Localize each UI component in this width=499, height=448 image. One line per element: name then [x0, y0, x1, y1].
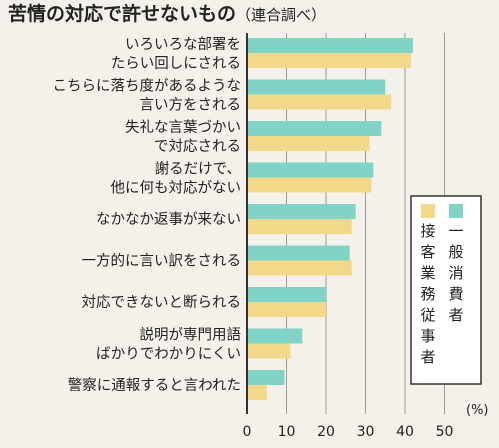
bar-worker — [247, 343, 291, 359]
bar-worker — [247, 136, 370, 151]
title-main: 苦情の対応で許せないもの — [8, 3, 237, 25]
category-label: いろいろな部署を — [125, 36, 241, 53]
bar-worker — [247, 385, 267, 400]
category-label: 対応できないと断られる — [82, 294, 242, 311]
category-label: で対応される — [154, 138, 241, 155]
legend-swatch-worker — [421, 204, 435, 218]
category-label: こちらに落ち度があるような — [53, 78, 242, 95]
bar-consumer — [247, 162, 374, 178]
bars — [247, 38, 413, 400]
tick-label: 50 — [436, 424, 454, 440]
category-labels: いろいろな部署をたらい回しにされるこちらに落ち度があるような言い方をされる失礼な… — [53, 36, 242, 394]
category-label: ばかりでわかりにくい — [96, 346, 241, 363]
category-label: 失礼な言葉づかい — [125, 119, 241, 136]
category-label: 他に何も対応がない — [111, 180, 242, 197]
tick-label: 40 — [396, 424, 414, 440]
bar-worker — [247, 219, 352, 234]
bar-consumer — [247, 245, 350, 261]
bar-consumer — [247, 121, 382, 136]
category-label: 説明が専門用語 — [140, 327, 242, 344]
bar-consumer — [247, 370, 285, 385]
category-label: 言い方をされる — [140, 97, 242, 114]
category-label: 謝るだけで、 — [155, 161, 241, 178]
tick-label: 10 — [278, 424, 296, 440]
tick-label: 20 — [317, 424, 335, 440]
chart-title: 苦情の対応で許せないもの（連合調べ） — [8, 2, 498, 27]
tick-labels: 0 10 20 30 40 50 — [243, 424, 454, 440]
bar-worker — [247, 53, 411, 68]
category-label: たらい回しにされる — [111, 55, 241, 72]
tick-label: 30 — [357, 424, 375, 440]
category-label: なかなか返事が来ない — [96, 211, 241, 228]
bar-worker — [247, 260, 352, 276]
bar-worker — [247, 177, 372, 193]
unit-label: (%) — [466, 403, 489, 418]
bar-worker — [247, 94, 392, 110]
bar-consumer — [247, 204, 356, 219]
bar-consumer — [247, 38, 413, 53]
legend-box — [410, 195, 482, 385]
bar-worker — [247, 302, 326, 317]
title-subtitle: （連合調べ） — [236, 6, 327, 24]
legend: 一般消費者 接客業務従事者 — [410, 195, 482, 385]
category-label: 一方的に言い訳をされる — [82, 253, 242, 270]
bar-consumer — [247, 79, 386, 95]
bar-consumer — [247, 328, 303, 344]
legend-label-consumer: 一般消費者 — [448, 222, 463, 324]
tick-label: 0 — [243, 424, 252, 440]
bar-consumer — [247, 287, 326, 302]
category-label: 警察に通報すると言われた — [68, 376, 241, 394]
legend-label-worker: 接客業務従事者 — [420, 222, 435, 366]
legend-swatch-consumer — [449, 204, 463, 218]
